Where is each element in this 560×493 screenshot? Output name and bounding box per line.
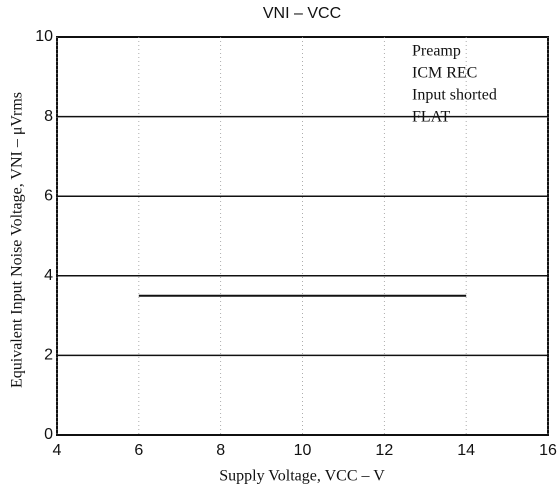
annotation: Input shorted [412, 87, 497, 104]
annotation: FLAT [412, 109, 450, 126]
x-tick-label: 6 [134, 442, 143, 459]
x-tick-label: 8 [216, 442, 225, 459]
y-tick-label: 6 [44, 187, 53, 204]
annotation: ICM REC [412, 65, 477, 82]
x-tick-label: 16 [539, 442, 557, 459]
annotation: Preamp [412, 43, 461, 60]
chart-title: VNI – VCC [263, 5, 341, 22]
x-tick-label: 4 [53, 442, 62, 459]
x-tick-label: 14 [457, 442, 475, 459]
y-tick-label: 4 [44, 267, 53, 284]
y-tick-label: 2 [44, 347, 53, 364]
x-tick-label: 10 [294, 442, 312, 459]
y-tick-label: 10 [35, 28, 53, 45]
y-tick-label: 0 [44, 426, 53, 443]
y-axis-label: Equivalent Input Noise Voltage, VNI – μV… [9, 92, 26, 388]
x-axis-label: Supply Voltage, VCC – V [219, 468, 385, 485]
y-tick-label: 8 [44, 108, 53, 125]
x-tick-label: 12 [375, 442, 393, 459]
